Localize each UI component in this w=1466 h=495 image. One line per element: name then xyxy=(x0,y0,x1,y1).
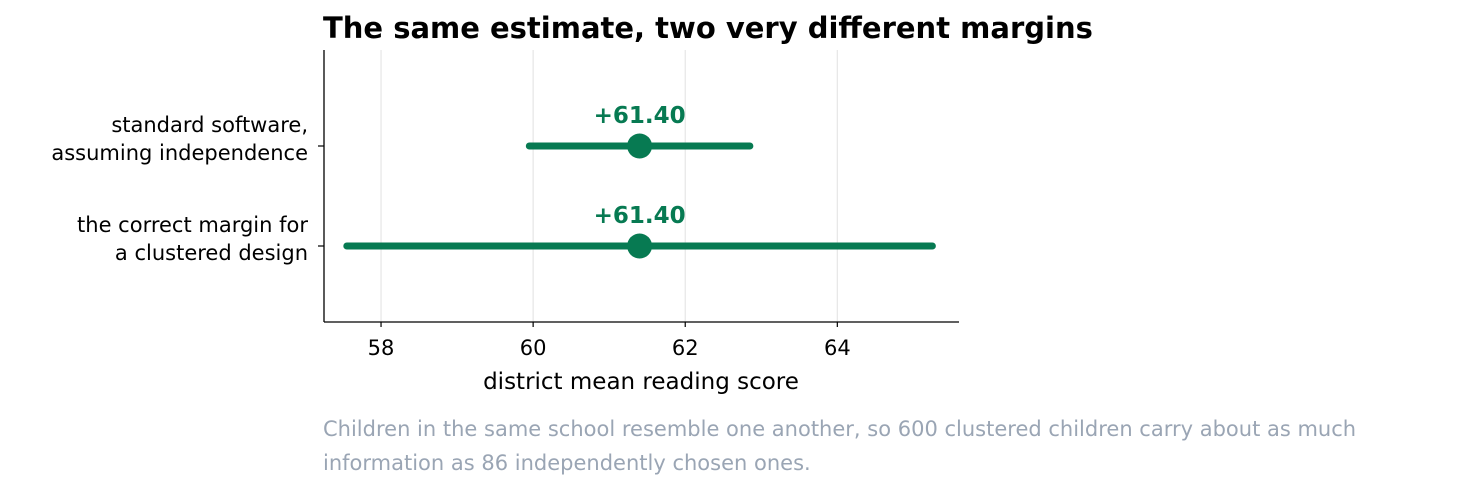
estimate-data-label: +61.40 xyxy=(594,103,686,129)
y-category-label: assuming independence xyxy=(51,141,308,165)
x-axis-label: district mean reading score xyxy=(483,369,799,395)
estimate-point xyxy=(627,133,653,159)
estimate-point xyxy=(627,233,653,259)
x-tick-label: 64 xyxy=(824,336,851,360)
x-tick-label: 62 xyxy=(672,336,699,360)
y-categories: standard software, assuming independence t… xyxy=(51,113,324,265)
x-tick-label: 60 xyxy=(520,336,547,360)
x-tick-label: 58 xyxy=(368,336,395,360)
y-category-label: standard software, xyxy=(111,113,308,137)
y-category-label: the correct margin for xyxy=(77,213,308,237)
gridlines xyxy=(380,50,838,322)
axes xyxy=(323,50,959,323)
estimate-data-label: +61.40 xyxy=(594,203,686,229)
x-ticks: 58 60 62 64 xyxy=(368,322,851,360)
chart-title: The same estimate, two very different ma… xyxy=(323,11,1093,45)
estimates: +61.40 +61.40 xyxy=(343,103,936,259)
chart-caption: Children in the same school resemble one… xyxy=(323,417,1357,475)
y-category-label: a clustered design xyxy=(115,241,308,265)
